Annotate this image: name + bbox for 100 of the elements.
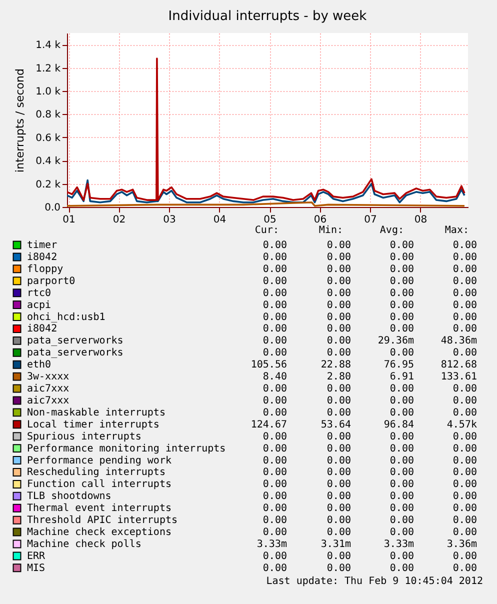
text: 0.00 (262, 276, 287, 287)
text: 0.00 (452, 443, 477, 454)
text: 0.00 (390, 443, 414, 454)
text: 0.00 (452, 431, 477, 442)
text: 0.00 (326, 503, 351, 514)
text: 0.00 (390, 407, 414, 418)
text: 0.00 (452, 550, 477, 562)
text: 0.00 (390, 491, 414, 502)
text: 0.00 (326, 348, 351, 359)
text: 0.00 (452, 479, 477, 490)
text: 0.00 (390, 300, 414, 311)
text: 0.00 (452, 527, 477, 538)
text: 0.00 (262, 312, 287, 323)
text: 0.00 (390, 431, 414, 442)
y-tick-label: 0.8 k (36, 110, 61, 121)
text: 22.88 (320, 360, 351, 371)
text: Avg: (380, 225, 404, 236)
text: Max: (444, 225, 469, 236)
text: Min: (318, 225, 343, 236)
text: 48.36m (440, 336, 477, 347)
x-tick-label: 03 (163, 214, 176, 226)
text: 0.00 (452, 395, 477, 406)
legend-label: eth0 (27, 360, 52, 371)
text: 0.00 (326, 395, 351, 406)
text: 29.36m (378, 336, 414, 347)
y-tick-label: 0.6 k (36, 132, 61, 144)
x-tick-label: 08 (414, 214, 428, 226)
text: 105.56 (250, 360, 287, 371)
text: 2.80 (326, 372, 351, 383)
text: 0.00 (326, 443, 351, 454)
text: 0.00 (452, 455, 477, 466)
x-tick-label: 02 (112, 214, 126, 226)
text: 6.91 (390, 372, 414, 383)
text: 0.00 (262, 348, 287, 359)
legend-label: Threshold APIC interrupts (27, 515, 178, 526)
text: 0.00 (326, 384, 351, 395)
text: 0.00 (452, 324, 477, 335)
text: 0.00 (390, 288, 414, 299)
x-tick-label: 05 (264, 214, 276, 226)
text: 0.00 (390, 479, 414, 490)
text: 0.00 (262, 252, 287, 263)
legend-label: Performance monitoring interrupts (27, 443, 226, 454)
text: 0.00 (262, 491, 287, 502)
legend-label: acpi (27, 300, 52, 311)
legend-label: Rescheduling interrupts (27, 467, 166, 478)
x-tick-label: 06 (314, 214, 327, 226)
text: 0.00 (326, 455, 351, 466)
text: 3.33m (384, 539, 414, 550)
text: 0.00 (326, 264, 351, 275)
legend-label: pata_serverworks (27, 336, 124, 347)
text: 0.00 (262, 503, 287, 514)
text: 0.00 (326, 324, 351, 335)
text: 0.00 (326, 527, 351, 538)
legend-label: Spurious interrupts (27, 431, 142, 442)
text: 76.95 (384, 360, 414, 371)
text: 0.00 (390, 384, 414, 395)
legend-label: Local timer interrupts (27, 419, 160, 430)
legend-label: i8042 (27, 252, 58, 263)
text: 0.00 (326, 550, 351, 562)
text: 0.00 (326, 276, 351, 287)
text: 0.00 (326, 288, 351, 299)
text: 0.00 (390, 455, 414, 466)
text: 4.57k (446, 419, 477, 430)
text: 0.00 (452, 467, 477, 478)
text: 0.00 (262, 240, 287, 251)
text: 0.00 (452, 240, 477, 251)
legend-label: Function call interrupts (27, 479, 172, 490)
text: 3.36m (446, 539, 477, 550)
text: 0.00 (326, 312, 351, 323)
text: 8.40 (262, 372, 287, 383)
text: 0.00 (326, 407, 351, 418)
text: 0.00 (390, 550, 414, 562)
text: Cur: (254, 225, 279, 236)
chart-title: Individual interrupts - by week (168, 9, 368, 24)
text: 0.00 (452, 562, 477, 574)
text: 0.00 (262, 550, 287, 562)
x-tick-label: 04 (213, 214, 226, 226)
text: 0.00 (262, 443, 287, 454)
text: 0.00 (452, 312, 477, 323)
text: 0.00 (326, 562, 351, 574)
legend-label: rtc0 (27, 288, 52, 299)
text: 0.00 (262, 336, 287, 347)
text: 0.00 (262, 324, 287, 335)
legend-label: timer (27, 240, 58, 251)
text: 0.00 (452, 348, 477, 359)
legend-label: 3w-xxxx (27, 372, 70, 383)
legend-label: MIS (27, 562, 46, 574)
text: 3.33m (256, 539, 287, 550)
text: 0.00 (452, 515, 477, 526)
legend-label: Performance pending work (27, 455, 172, 466)
text: 0.00 (390, 562, 414, 574)
text: 0.00 (262, 527, 287, 538)
y-tick-label: 1.0 k (36, 86, 61, 98)
x-tick-label: 07 (364, 214, 377, 226)
legend-label: ERR (27, 550, 46, 562)
text: 0.00 (390, 503, 414, 514)
text: 133.61 (440, 372, 477, 383)
text: 0.00 (452, 300, 477, 311)
text: 0.00 (262, 562, 287, 574)
text: 0.00 (326, 467, 351, 478)
